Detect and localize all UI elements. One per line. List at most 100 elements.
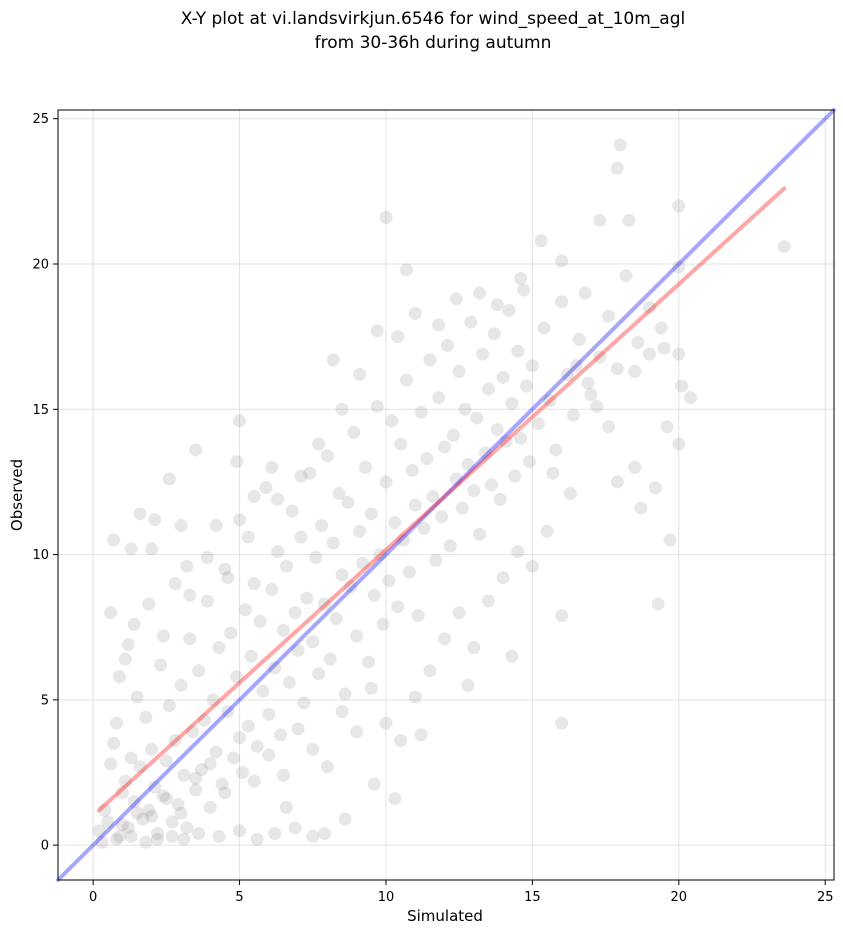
data-point xyxy=(470,411,484,425)
data-point xyxy=(399,373,413,387)
data-point xyxy=(590,399,604,413)
data-point xyxy=(508,469,522,483)
data-point xyxy=(320,449,334,463)
data-point xyxy=(361,655,375,669)
data-point xyxy=(335,704,349,718)
data-point xyxy=(174,678,188,692)
data-point xyxy=(338,812,352,826)
data-point xyxy=(139,710,153,724)
data-point xyxy=(423,353,437,367)
data-point xyxy=(549,443,563,457)
data-point xyxy=(449,472,463,486)
data-point xyxy=(602,309,616,323)
data-point xyxy=(118,652,132,666)
data-point xyxy=(332,487,346,501)
data-point xyxy=(660,420,674,434)
data-point xyxy=(455,501,469,515)
data-point xyxy=(165,829,179,843)
data-point xyxy=(151,832,165,846)
data-point xyxy=(107,533,121,547)
data-point xyxy=(241,530,255,544)
data-point xyxy=(628,460,642,474)
data-point xyxy=(672,347,686,361)
data-point xyxy=(502,303,516,317)
data-point xyxy=(171,797,185,811)
data-point xyxy=(514,272,528,286)
data-point xyxy=(110,832,124,846)
data-point xyxy=(397,533,411,547)
data-point xyxy=(303,466,317,480)
data-point xyxy=(651,597,665,611)
x-tick-label: 15 xyxy=(524,890,541,905)
data-point xyxy=(561,367,575,381)
data-point xyxy=(165,815,179,829)
data-point xyxy=(540,524,554,538)
data-point xyxy=(168,577,182,591)
data-point xyxy=(271,545,285,559)
data-point xyxy=(159,754,173,768)
data-point xyxy=(543,394,557,408)
chart-title-line-1: X-Y plot at vi.landsvirkjun.6546 for win… xyxy=(181,9,685,29)
data-point xyxy=(159,792,173,806)
data-point xyxy=(186,725,200,739)
data-point xyxy=(145,742,159,756)
data-point xyxy=(104,757,118,771)
data-point xyxy=(379,475,393,489)
data-point xyxy=(578,286,592,300)
data-point xyxy=(212,641,226,655)
data-point xyxy=(584,388,598,402)
data-point xyxy=(525,359,539,373)
data-point xyxy=(101,815,115,829)
data-point xyxy=(420,452,434,466)
data-point xyxy=(151,827,165,841)
data-point xyxy=(180,821,194,835)
data-point xyxy=(347,426,361,440)
data-point xyxy=(262,748,276,762)
data-point xyxy=(145,809,159,823)
data-point xyxy=(385,414,399,428)
data-point xyxy=(373,548,387,562)
data-point xyxy=(438,632,452,646)
data-point xyxy=(136,812,150,826)
data-point xyxy=(279,800,293,814)
data-point xyxy=(262,707,276,721)
data-point xyxy=(367,588,381,602)
data-point xyxy=(643,301,657,315)
data-point xyxy=(177,832,191,846)
data-point xyxy=(511,545,525,559)
data-point xyxy=(593,213,607,227)
data-point xyxy=(408,498,422,512)
data-point xyxy=(619,269,633,283)
data-point xyxy=(379,211,393,225)
data-point xyxy=(312,667,326,681)
data-point xyxy=(356,556,370,570)
data-point xyxy=(112,829,126,843)
data-point xyxy=(481,382,495,396)
data-point xyxy=(546,466,560,480)
data-point xyxy=(124,751,138,765)
data-point xyxy=(414,405,428,419)
data-point xyxy=(127,795,141,809)
data-point xyxy=(139,835,153,849)
x-tick-label: 5 xyxy=(235,890,243,905)
x-tick-label: 10 xyxy=(378,890,395,905)
y-axis-label: Observed xyxy=(8,459,26,531)
data-point xyxy=(241,719,255,733)
data-point xyxy=(631,335,645,349)
data-point xyxy=(291,643,305,657)
data-point xyxy=(253,614,267,628)
data-point xyxy=(376,617,390,631)
data-point xyxy=(572,333,586,347)
x-tick-label: 20 xyxy=(671,890,688,905)
data-point xyxy=(133,760,147,774)
data-point xyxy=(233,824,247,838)
data-point xyxy=(344,580,358,594)
data-point xyxy=(326,353,340,367)
data-point xyxy=(610,362,624,376)
x-axis-ticks: 0 5 10 15 20 25 xyxy=(89,880,833,905)
data-point xyxy=(274,728,288,742)
data-point xyxy=(654,321,668,335)
data-point xyxy=(382,574,396,588)
data-point xyxy=(212,829,226,843)
